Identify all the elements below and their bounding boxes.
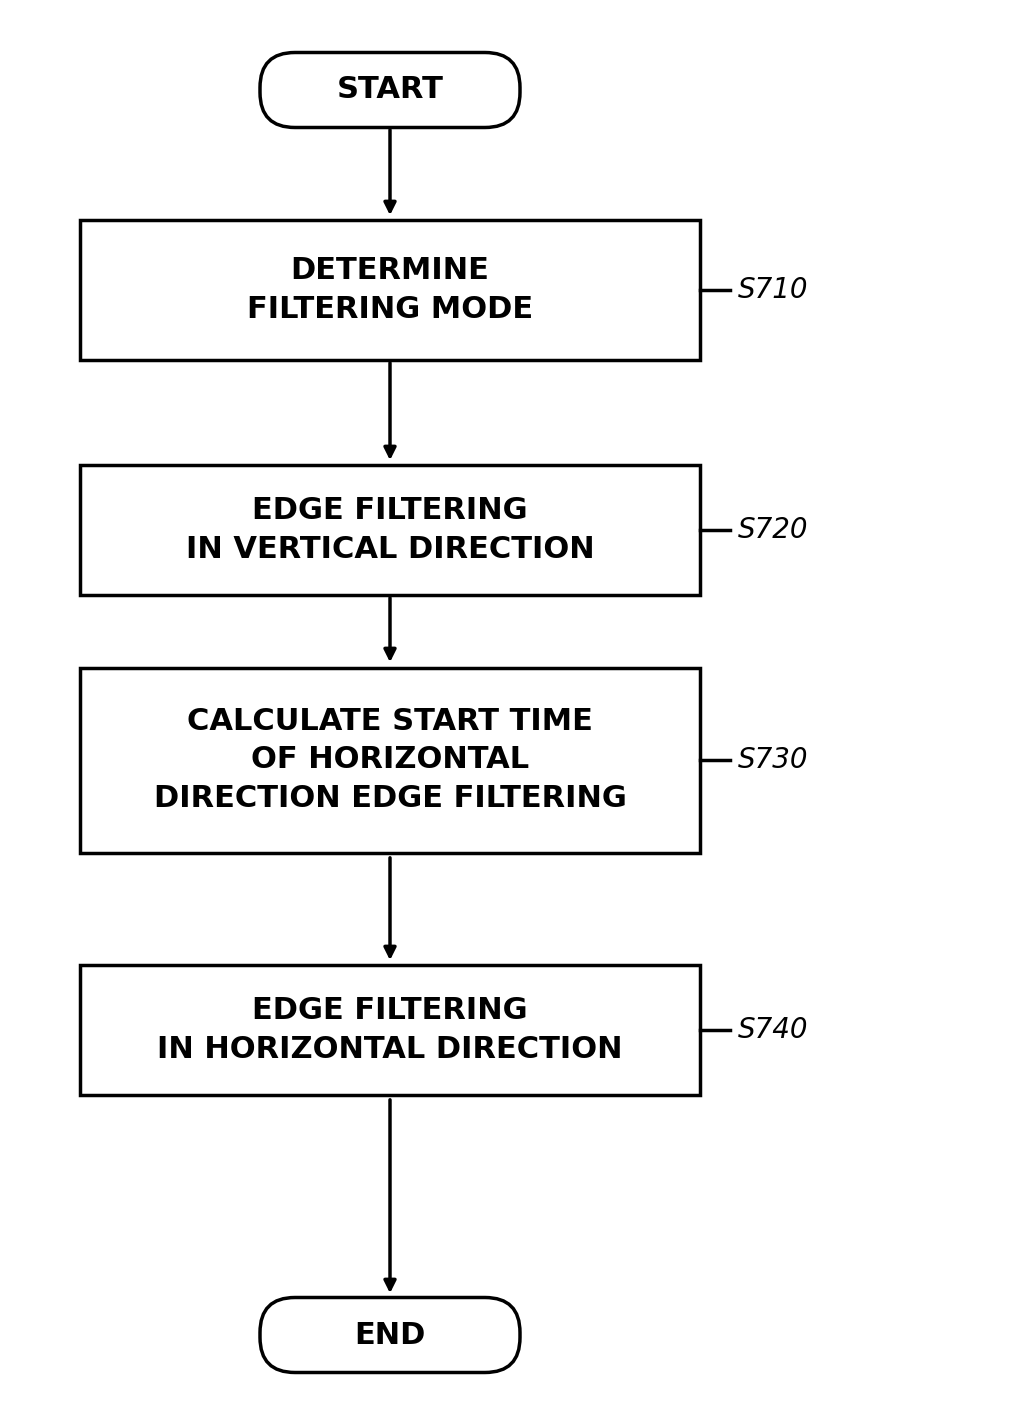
FancyBboxPatch shape — [260, 53, 520, 128]
Bar — [80, 965, 700, 1096]
Text: S710: S710 — [738, 276, 808, 305]
Text: S720: S720 — [738, 517, 808, 544]
Text: EDGE FILTERING
IN HORIZONTAL DIRECTION: EDGE FILTERING IN HORIZONTAL DIRECTION — [157, 996, 623, 1063]
Text: START: START — [336, 75, 443, 104]
Text: END: END — [355, 1321, 426, 1349]
Text: S740: S740 — [738, 1016, 808, 1044]
Text: CALCULATE START TIME
OF HORIZONTAL
DIRECTION EDGE FILTERING: CALCULATE START TIME OF HORIZONTAL DIREC… — [153, 707, 626, 813]
Bar — [80, 667, 700, 852]
Bar — [80, 465, 700, 595]
Bar — [80, 221, 700, 360]
FancyBboxPatch shape — [260, 1298, 520, 1373]
Text: S730: S730 — [738, 746, 808, 774]
Text: EDGE FILTERING
IN VERTICAL DIRECTION: EDGE FILTERING IN VERTICAL DIRECTION — [186, 497, 594, 564]
Text: DETERMINE
FILTERING MODE: DETERMINE FILTERING MODE — [247, 256, 534, 323]
